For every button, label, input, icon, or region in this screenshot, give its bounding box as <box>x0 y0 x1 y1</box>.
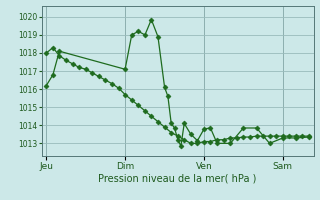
X-axis label: Pression niveau de la mer( hPa ): Pression niveau de la mer( hPa ) <box>99 173 257 183</box>
